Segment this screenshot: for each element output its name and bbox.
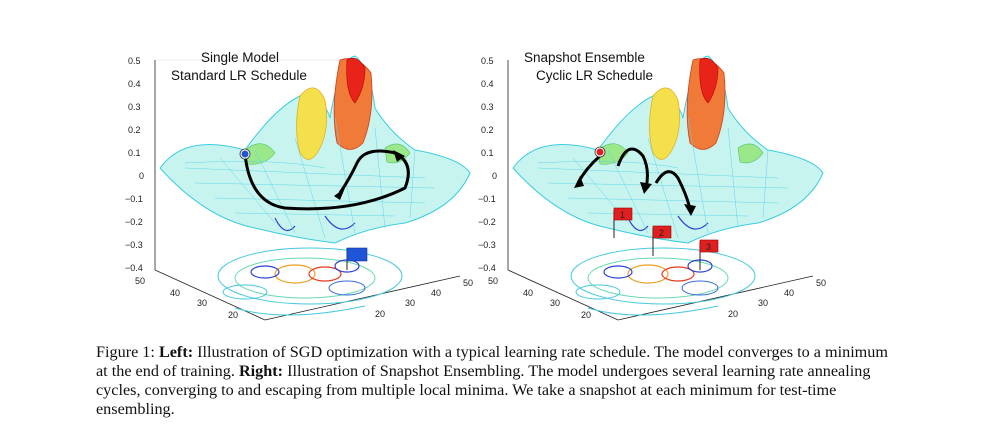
loss-surface-mesh	[512, 55, 824, 244]
caption-left-text: Illustration of SGD optimization with a …	[96, 343, 888, 380]
figure-panel-single-model: 0.5 0.4 0.3 0.2 0.1 0 −0.1 −0.2 −0.3 −0.…	[125, 38, 485, 330]
z-tick: 0.4	[481, 79, 494, 89]
caption-right-label: Right:	[238, 362, 284, 380]
x-tick: 30	[405, 298, 415, 308]
start-point-marker	[594, 146, 606, 158]
z-tick: −0.4	[125, 263, 143, 273]
z-axis-ticks: 0.5 0.4 0.3 0.2 0.1 0 −0.1 −0.2 −0.3 −0.…	[478, 56, 497, 273]
cyclic-trajectory	[574, 147, 696, 216]
x-tick: 40	[784, 288, 794, 298]
loss-surface-mesh	[159, 55, 471, 244]
contour-plot	[217, 247, 403, 316]
x-tick: 40	[431, 288, 441, 298]
minimum-flag-1: 1	[613, 207, 633, 238]
minimum-flag-blue	[346, 247, 368, 270]
panel-title-line2: Cyclic LR Schedule	[536, 68, 653, 83]
figure-caption: Figure 1: Left: Illustration of SGD opti…	[96, 343, 896, 419]
z-tick: 0.3	[128, 102, 141, 112]
xy-axis-ticks: 50 40 30 20 50 40 30 20	[488, 276, 826, 320]
x-tick: 30	[758, 298, 768, 308]
flag-label: 1	[620, 210, 625, 220]
y-tick: 50	[135, 276, 145, 286]
figure-label: Figure 1:	[96, 343, 155, 361]
x-tick: 20	[728, 309, 738, 319]
contour-plot	[570, 247, 756, 316]
z-tick: 0.3	[481, 102, 494, 112]
caption-left-label: Left:	[158, 343, 194, 361]
y-tick: 40	[170, 288, 180, 298]
z-tick: 0.1	[128, 148, 141, 158]
z-tick: 0.2	[128, 125, 141, 135]
panel-title-line2: Standard LR Schedule	[171, 68, 307, 83]
plot-axes	[507, 60, 814, 321]
z-tick: −0.4	[478, 263, 496, 273]
y-tick: 20	[228, 310, 238, 320]
minimum-flag-2: 2	[652, 225, 672, 256]
z-tick: 0	[139, 171, 144, 181]
plot-axes	[154, 59, 461, 321]
loss-surface-plot-right: 0.5 0.4 0.3 0.2 0.1 0 −0.1 −0.2 −0.3 −0.…	[478, 50, 826, 321]
y-tick: 30	[550, 298, 560, 308]
y-tick: 20	[581, 310, 591, 320]
y-tick: 50	[488, 276, 498, 286]
caption-right-text: Illustration of Snapshot Ensembling. The…	[96, 362, 871, 418]
flag-label: 3	[706, 242, 711, 252]
loss-surface-plot-left: 0.5 0.4 0.3 0.2 0.1 0 −0.1 −0.2 −0.3 −0.…	[125, 50, 473, 321]
z-tick: 0.1	[481, 148, 494, 158]
x-tick: 50	[816, 278, 826, 288]
panel-title-line1: Single Model	[201, 50, 279, 65]
minimum-flag-3: 3	[699, 239, 719, 270]
z-tick: −0.1	[478, 194, 496, 204]
z-tick: −0.3	[125, 240, 143, 250]
xy-axis-ticks: 50 40 30 20 50 40 30 20	[135, 276, 473, 320]
panel-title-line1: Snapshot Ensemble	[524, 50, 645, 65]
y-tick: 40	[523, 288, 533, 298]
z-tick: 0.5	[481, 56, 494, 66]
z-tick: 0.5	[128, 56, 141, 66]
z-tick: 0.2	[481, 125, 494, 135]
z-tick: −0.2	[478, 217, 496, 227]
sgd-trajectory	[243, 149, 410, 211]
z-tick: −0.3	[478, 240, 496, 250]
start-point-marker	[239, 148, 251, 160]
z-tick: 0	[492, 171, 497, 181]
z-tick: −0.1	[125, 194, 143, 204]
z-axis-ticks: 0.5 0.4 0.3 0.2 0.1 0 −0.1 −0.2 −0.3 −0.…	[125, 56, 144, 273]
z-tick: 0.4	[128, 79, 141, 89]
x-tick: 50	[463, 278, 473, 288]
z-tick: −0.2	[125, 217, 143, 227]
flag-label: 2	[659, 228, 664, 238]
figure-panel-snapshot-ensemble: 0.5 0.4 0.3 0.2 0.1 0 −0.1 −0.2 −0.3 −0.…	[478, 38, 838, 330]
y-tick: 30	[197, 298, 207, 308]
x-tick: 20	[375, 309, 385, 319]
